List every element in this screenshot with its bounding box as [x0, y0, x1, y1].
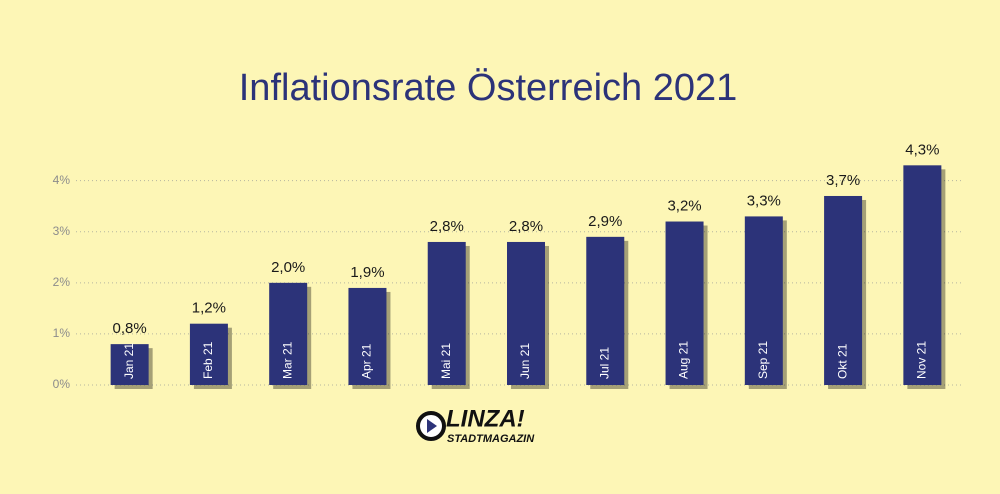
bar [665, 221, 704, 385]
x-tick-label: Feb 21 [201, 341, 215, 379]
value-label: 0,8% [113, 320, 147, 337]
x-tick-label: Jan 21 [122, 343, 136, 379]
logo-subtitle: STADTMAGAZIN [447, 433, 535, 445]
value-label: 2,0% [271, 259, 305, 276]
logo-play [427, 419, 437, 433]
bar [903, 165, 942, 385]
value-label: 2,8% [509, 218, 543, 235]
x-tick-label: Nov 21 [915, 341, 929, 379]
value-label: 1,2% [192, 300, 226, 317]
bar [586, 236, 625, 385]
value-label: 3,2% [667, 197, 701, 214]
y-tick-label: 3% [53, 224, 71, 238]
bar [507, 241, 545, 385]
bar [348, 287, 387, 385]
y-tick-label: 0% [53, 377, 71, 391]
x-tick-label: Jun 21 [518, 343, 532, 379]
bar [427, 241, 466, 385]
bar [824, 195, 863, 385]
bar [189, 323, 228, 385]
x-tick-label: Okt 21 [835, 343, 849, 379]
value-label: 3,7% [826, 172, 860, 189]
x-tick-label: Apr 21 [360, 343, 374, 379]
chart-title: Inflationsrate Österreich 2021 [239, 67, 738, 109]
logo: LINZA! STADTMAGAZIN [416, 405, 535, 445]
value-label: 2,9% [588, 213, 622, 230]
x-tick-label: Mar 21 [280, 341, 294, 379]
value-label: 1,9% [350, 264, 384, 281]
x-tick-label: Sep 21 [756, 341, 770, 379]
bar [744, 216, 783, 385]
y-tick-label: 2% [53, 275, 71, 289]
bar [110, 344, 149, 385]
x-tick-label: Aug 21 [677, 341, 691, 379]
x-tick-label: Mai 21 [439, 343, 453, 379]
bar [269, 282, 308, 385]
value-label: 2,8% [430, 218, 464, 235]
x-tick-label: Jul 21 [597, 347, 611, 379]
logo-name: LINZA! [446, 405, 525, 432]
value-label: 3,3% [747, 192, 781, 209]
value-label: 4,3% [905, 141, 939, 158]
y-tick-label: 4% [53, 173, 71, 187]
y-tick-label: 1% [53, 326, 71, 340]
